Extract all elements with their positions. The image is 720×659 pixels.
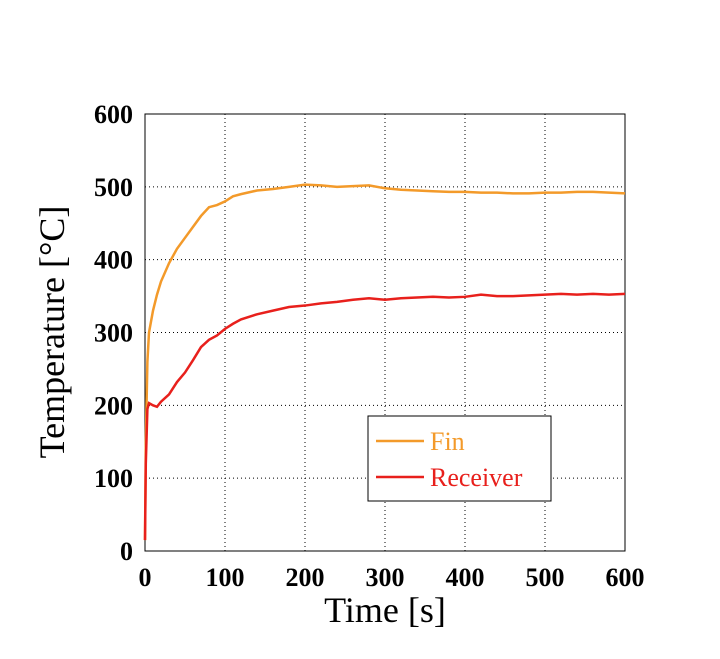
y-tick-label: 200	[94, 391, 133, 420]
x-tick-label: 200	[286, 563, 325, 592]
data-line	[143, 292, 626, 541]
y-tick-label: 500	[94, 173, 133, 202]
x-tick-label: 300	[366, 563, 405, 592]
y-axis-title: Temperature [°C]	[32, 206, 72, 459]
y-tick-label: 0	[120, 537, 133, 566]
legend-label: Receiver	[430, 463, 523, 492]
plot-frame	[144, 113, 626, 552]
y-tick-label: 400	[94, 246, 133, 275]
y-tick-label: 600	[94, 100, 133, 129]
y-tick-label: 300	[94, 319, 133, 348]
x-axis-title: Time [s]	[324, 590, 446, 630]
legend: Fin Receiver	[367, 415, 552, 502]
data-line	[143, 183, 626, 541]
x-tick-label: 600	[606, 563, 645, 592]
legend-box	[367, 415, 552, 502]
y-tick-label: 100	[94, 464, 133, 493]
legend-label: Fin	[430, 427, 465, 456]
x-tick-label: 0	[139, 563, 152, 592]
x-tick-label: 100	[206, 563, 245, 592]
x-tick-label: 400	[446, 563, 485, 592]
x-tick-label: 500	[526, 563, 565, 592]
